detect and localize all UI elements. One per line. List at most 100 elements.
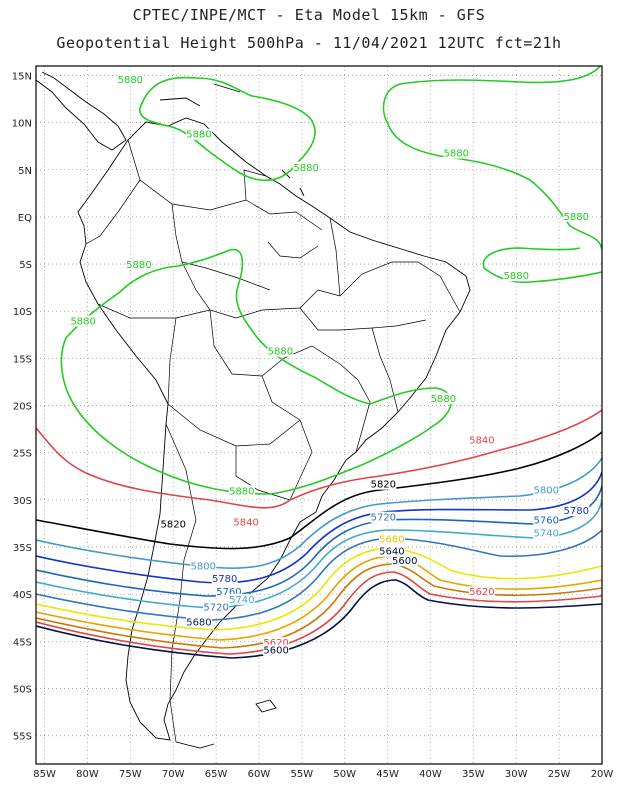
lon-tick-label: 55W xyxy=(291,769,314,780)
contour-label: 5740 xyxy=(229,595,254,606)
lat-tick-label: 5N xyxy=(18,166,32,177)
lat-tick-label: 5S xyxy=(19,260,32,271)
lat-tick-label: 30S xyxy=(13,496,32,507)
contour-label-bg xyxy=(263,637,290,649)
contour-label: 5680 xyxy=(379,534,404,545)
lon-tick-label: 45W xyxy=(376,769,399,780)
contour-label: 5840 xyxy=(233,517,258,528)
lat-tick-label: 55S xyxy=(13,732,32,743)
contour-label-bg xyxy=(468,586,495,598)
contour-label-bg xyxy=(293,161,320,173)
contour-label: 5880 xyxy=(70,317,95,328)
lon-tick-label: 60W xyxy=(248,769,271,780)
contour-label: 5780 xyxy=(564,506,589,517)
contour-label: 5820 xyxy=(371,480,396,491)
contour-label: 5880 xyxy=(229,486,254,497)
contour-label-bg xyxy=(215,586,242,598)
contour-label: 5720 xyxy=(371,513,396,524)
country-borders xyxy=(85,139,461,743)
contour-5880-east xyxy=(482,247,602,284)
contour-label: 5880 xyxy=(186,130,211,141)
contour-label-bg xyxy=(263,644,290,656)
contour-5880-amazon xyxy=(60,248,452,495)
contour-label: 5680 xyxy=(186,617,211,628)
contour-label: 5880 xyxy=(431,394,456,405)
contour-label: 5600 xyxy=(392,556,417,567)
contour-label-bg xyxy=(563,210,590,222)
contour-label-bg xyxy=(117,74,144,86)
plot-frame xyxy=(35,65,603,765)
contour-label: 5620 xyxy=(263,638,288,649)
contour-labels: 5880 5880 5880 5880 5880 5880 5880 5880 5880 5880… xyxy=(70,74,590,657)
contour-5700 xyxy=(36,547,602,631)
south-america-coastline xyxy=(77,117,471,741)
contour-label-bg xyxy=(391,555,418,567)
contour-5800 xyxy=(36,457,602,569)
falklands xyxy=(255,699,277,713)
contour-label-bg xyxy=(563,505,590,517)
contour-label: 5880 xyxy=(118,75,143,86)
lat-tick-label: 10S xyxy=(13,307,32,318)
lat-tick-label: 20S xyxy=(13,402,32,413)
lat-tick-label: 15S xyxy=(13,354,32,365)
contour-label: 5640 xyxy=(379,547,404,558)
contour-label: 5880 xyxy=(293,163,318,174)
contour-label: 5840 xyxy=(469,435,494,446)
contour-label: 5760 xyxy=(534,516,559,527)
contour-label-bg xyxy=(228,593,255,605)
contour-label-bg xyxy=(160,518,187,530)
contour-label-bg xyxy=(185,128,212,140)
contour-label-bg xyxy=(228,485,255,497)
lat-tick-label: 10N xyxy=(12,119,32,130)
tierra-del-fuego xyxy=(175,741,215,749)
contour-5720 xyxy=(36,529,602,621)
caribbean-islands xyxy=(159,83,305,197)
contour-label: 5880 xyxy=(268,347,293,358)
contour-lines xyxy=(36,66,602,659)
lon-tick-label: 35W xyxy=(462,769,485,780)
lon-tick-label: 30W xyxy=(505,769,528,780)
contour-label: 5720 xyxy=(203,602,228,613)
central-america-coastline xyxy=(36,71,127,151)
lon-tick-label: 50W xyxy=(333,769,356,780)
contour-label-bg xyxy=(378,533,405,545)
lon-tick-label: 80W xyxy=(76,769,99,780)
lat-tick-label: 15N xyxy=(12,71,32,82)
contour-5600 xyxy=(36,579,602,659)
contour-label-bg xyxy=(533,484,560,496)
lat-tick-label: 40S xyxy=(13,590,32,601)
contour-label-bg xyxy=(430,392,457,404)
map-title: CPTEC/INPE/MCT - Eta Model 15km - GFS xyxy=(132,6,486,24)
contour-label: 5760 xyxy=(216,587,241,598)
contour-5820 xyxy=(36,431,602,550)
lat-tick-label: 35S xyxy=(13,543,32,554)
contour-label-bg xyxy=(267,345,294,357)
contour-label-bg xyxy=(211,573,238,585)
contour-5880-atlantic xyxy=(382,66,602,251)
lat-tick-label: 45S xyxy=(13,637,32,648)
contour-label-bg xyxy=(443,147,470,159)
contour-label: 5800 xyxy=(191,562,216,573)
contour-label-bg xyxy=(370,511,397,523)
contour-label-bg xyxy=(70,315,97,327)
lon-tick-label: 40W xyxy=(419,769,442,780)
lat-tick-label: 25S xyxy=(13,449,32,460)
contour-label-bg xyxy=(503,270,530,282)
contour-label: 5620 xyxy=(469,587,494,598)
contour-label: 5880 xyxy=(126,260,151,271)
contour-label-bg xyxy=(468,434,495,446)
lat-tick-label: EQ xyxy=(18,213,32,224)
contour-label: 5880 xyxy=(504,271,529,282)
contour-5880-north xyxy=(139,76,316,182)
contour-label: 5880 xyxy=(564,212,589,223)
coastlines-and-borders xyxy=(36,71,471,749)
contour-label: 5820 xyxy=(160,519,185,530)
contour-label: 5800 xyxy=(534,485,559,496)
lon-tick-label: 25W xyxy=(548,769,571,780)
lon-tick-label: 75W xyxy=(119,769,142,780)
lat-tick-label: 50S xyxy=(13,685,32,696)
contour-5620 xyxy=(36,571,602,655)
contour-5840-a xyxy=(36,409,602,509)
contour-label-bg xyxy=(185,616,212,628)
